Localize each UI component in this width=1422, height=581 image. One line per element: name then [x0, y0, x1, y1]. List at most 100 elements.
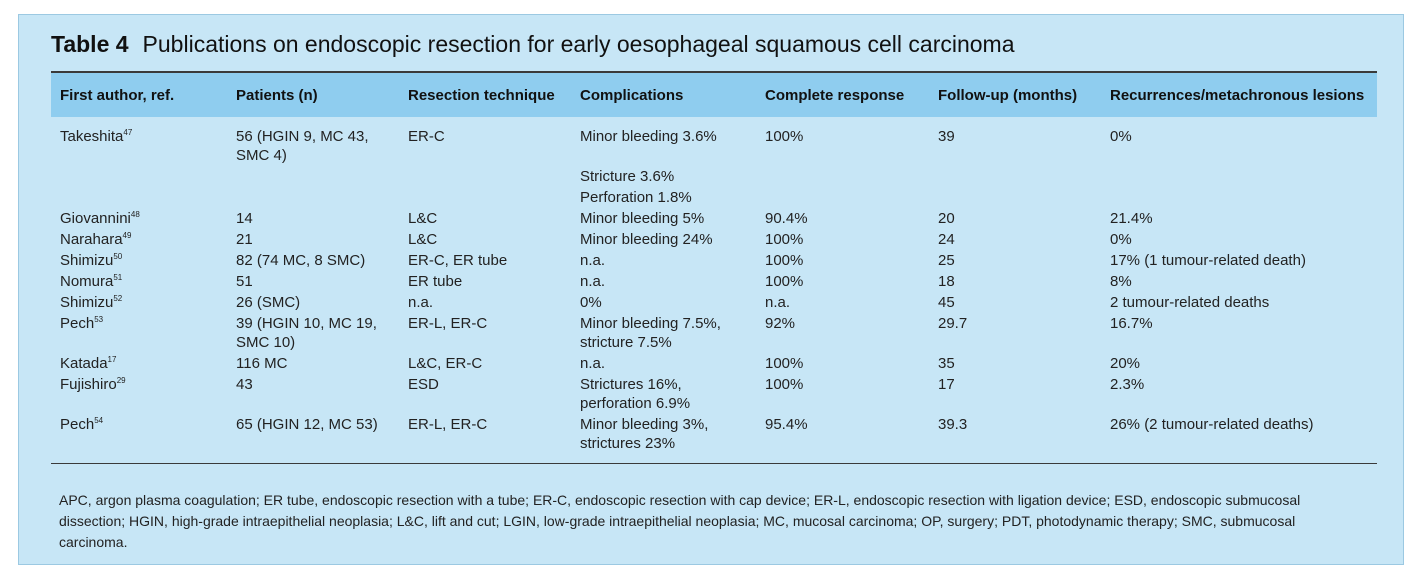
author-name: Narahara	[60, 231, 123, 248]
response-cell: 92%	[765, 315, 796, 332]
author-name: Pech	[60, 416, 95, 433]
reference-number: 47	[123, 128, 133, 137]
table-footnote: APC, argon plasma coagulation; ER tube, …	[59, 492, 1301, 550]
author-name: Shimizu	[60, 294, 114, 311]
followup-cell: 18	[938, 273, 955, 290]
complications-cell: 0%	[580, 294, 602, 311]
reference-number: 50	[113, 252, 123, 261]
column-header: First author, ref.	[51, 73, 227, 117]
recurrences-cell	[1101, 186, 1377, 207]
patients-cell	[227, 186, 399, 207]
technique-cell: ER-C, ER tube	[408, 252, 508, 269]
recurrences-cell: 26% (2 tumour-related deaths)	[1110, 416, 1314, 433]
followup-cell: 17	[938, 376, 955, 393]
recurrences-cell: 21.4%	[1110, 210, 1153, 227]
author-cell: Shimizu52	[51, 291, 227, 312]
patients-cell: 65 (HGIN 12, MC 53)	[236, 416, 378, 433]
table-row: Shimizu52 26 (SMC) n.a. 0% n.a. 45 2 tumour-re…	[51, 291, 1377, 312]
response-cell: 95.4%	[765, 416, 808, 433]
author-cell: Nomura51	[51, 270, 227, 291]
column-header: Recurrences/metachronous lesions	[1101, 73, 1377, 117]
technique-cell: n.a.	[408, 294, 434, 311]
followup-cell: 39.3	[938, 416, 968, 433]
reference-number: 29	[116, 376, 126, 385]
column-header: Complications	[571, 73, 756, 117]
author-name: Takeshita	[60, 128, 124, 145]
table-row: Shimizu50 82 (74 MC, 8 SMC) ER-C, ER tube n…	[51, 249, 1377, 270]
complications-cell: Minor bleeding 5%	[580, 210, 705, 227]
recurrences-cell: 0%	[1110, 128, 1132, 145]
response-cell: 100%	[765, 273, 804, 290]
author-cell	[51, 165, 227, 186]
author-name: Katada	[60, 355, 108, 372]
table-row: Pech54 65 (HGIN 12, MC 53) ER-L, ER-C Minor…	[51, 413, 1377, 453]
followup-cell	[929, 165, 1101, 186]
complications-cell: Minor bleeding 3.6%	[580, 128, 717, 145]
reference-number: 48	[130, 210, 140, 219]
table-label: Table 4	[51, 31, 129, 57]
complications-cell: Perforation 1.8%	[580, 189, 692, 206]
response-cell	[756, 186, 929, 207]
table-row: Takeshita47 56 (HGIN 9, MC 43, SMC 4) ER-C…	[51, 117, 1377, 165]
author-name: Fujishiro	[60, 376, 117, 393]
technique-cell	[399, 186, 571, 207]
header-row: First author, ref. Patients (n) Resectio…	[51, 73, 1377, 117]
followup-cell: 29.7	[938, 315, 968, 332]
response-cell: 100%	[765, 252, 804, 269]
response-cell: n.a.	[765, 294, 791, 311]
table-title: Table 4 Publications on endoscopic resect…	[51, 31, 1015, 58]
patients-cell: 56 (HGIN 9, MC 43, SMC 4)	[236, 128, 369, 164]
reference-number: 51	[113, 273, 123, 282]
author-cell: Fujishiro29	[51, 373, 227, 413]
author-cell: Pech53	[51, 312, 227, 352]
reference-number: 17	[107, 355, 117, 364]
author-cell	[51, 186, 227, 207]
author-cell: Katada17	[51, 352, 227, 373]
table-panel: Table 4 Publications on endoscopic resect…	[18, 14, 1404, 565]
response-cell: 100%	[765, 355, 804, 372]
response-cell: 100%	[765, 231, 804, 248]
technique-cell: ER tube	[408, 273, 463, 290]
complications-cell: n.a.	[580, 252, 606, 269]
reference-number: 52	[113, 294, 123, 303]
complications-cell: Minor bleeding 3%, strictures 23%	[580, 416, 709, 452]
patients-cell: 116 MC	[236, 355, 288, 372]
table-row: Pech53 39 (HGIN 10, MC 19, SMC 10) ER-L, E…	[51, 312, 1377, 352]
recurrences-cell	[1101, 165, 1377, 186]
reference-number: 49	[122, 231, 132, 240]
followup-cell: 35	[938, 355, 955, 372]
recurrences-cell: 0%	[1110, 231, 1132, 248]
complications-cell: n.a.	[580, 355, 606, 372]
column-header: Follow-up (months)	[929, 73, 1101, 117]
reference-number: 53	[94, 315, 104, 324]
recurrences-cell: 8%	[1110, 273, 1132, 290]
followup-cell: 45	[938, 294, 955, 311]
response-cell: 100%	[765, 376, 804, 393]
response-cell	[756, 165, 929, 186]
technique-cell: L&C	[408, 231, 438, 248]
table-row: Perforation 1.8%	[51, 186, 1377, 207]
followup-cell	[929, 186, 1101, 207]
author-cell: Pech54	[51, 413, 227, 453]
technique-cell	[399, 165, 571, 186]
technique-cell: ESD	[408, 376, 439, 393]
author-name: Giovannini	[60, 210, 131, 227]
followup-cell: 25	[938, 252, 955, 269]
recurrences-cell: 2 tumour-related deaths	[1110, 294, 1270, 311]
table-body: Takeshita47 56 (HGIN 9, MC 43, SMC 4) ER-C…	[51, 117, 1377, 453]
top-rule	[51, 71, 1377, 73]
table-row: Giovannini48 14 L&C Minor bleeding 5% 90.4% 2…	[51, 207, 1377, 228]
table-row: Nomura51 51 ER tube n.a. 100% 18 8%	[51, 270, 1377, 291]
technique-cell: L&C, ER-C	[408, 355, 483, 372]
technique-cell: L&C	[408, 210, 438, 227]
recurrences-cell: 2.3%	[1110, 376, 1145, 393]
recurrences-cell: 16.7%	[1110, 315, 1153, 332]
column-header: Complete response	[756, 73, 929, 117]
author-name: Nomura	[60, 273, 114, 290]
complications-cell: Strictures 16%, perforation 6.9%	[580, 376, 691, 412]
table-row: Katada17 116 MC L&C, ER-C n.a. 100% 35 20%	[51, 352, 1377, 373]
patients-cell	[227, 165, 399, 186]
technique-cell: ER-L, ER-C	[408, 416, 488, 433]
author-cell: Shimizu50	[51, 249, 227, 270]
column-header: Resection technique	[399, 73, 571, 117]
